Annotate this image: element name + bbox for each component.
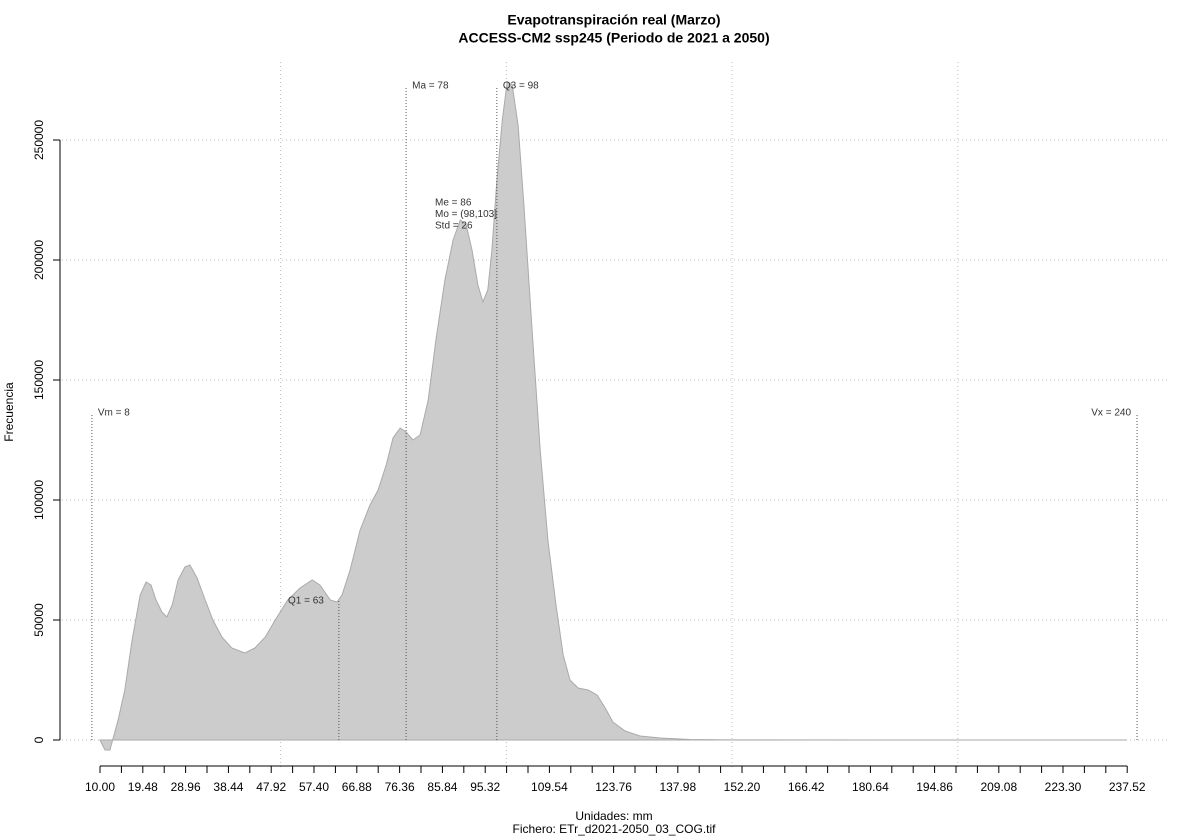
x-tick-label: 223.30 — [1045, 780, 1082, 794]
y-tick-label: 0 — [32, 736, 46, 743]
stat-label: Std = 26 — [435, 221, 473, 232]
chart-title: Evapotranspiración real (Marzo) — [507, 12, 720, 28]
x-tick-label: 47.92 — [256, 780, 286, 794]
x-tick-label: 95.32 — [470, 780, 500, 794]
x-tick-label: 166.42 — [788, 780, 825, 794]
marker-label: Q1 = 63 — [288, 595, 324, 606]
x-tick-label: 180.64 — [852, 780, 889, 794]
footnote: Fichero: ETr_d2021-2050_03_COG.tif — [513, 822, 717, 836]
x-tick-label: 28.96 — [171, 780, 201, 794]
x-tick-label: 209.08 — [980, 780, 1017, 794]
x-tick-label: 85.84 — [427, 780, 457, 794]
x-tick-label: 152.20 — [724, 780, 761, 794]
stat-label: Mo = (98,103] — [435, 209, 497, 220]
y-tick-label: 150000 — [32, 360, 46, 400]
y-tick-label: 200000 — [32, 240, 46, 280]
y-tick-label: 100000 — [32, 480, 46, 520]
x-tick-label: 123.76 — [595, 780, 632, 794]
x-tick-label: 57.40 — [299, 780, 329, 794]
chart-subtitle: ACCESS-CM2 ssp245 (Periodo de 2021 a 205… — [458, 30, 769, 46]
density-area — [99, 81, 1128, 751]
x-axis-label: Unidades: mm — [575, 809, 652, 823]
x-tick-label: 76.36 — [385, 780, 415, 794]
marker-label: Vm = 8 — [98, 408, 130, 419]
x-tick-label: 10.00 — [85, 780, 115, 794]
x-tick-label: 66.88 — [342, 780, 372, 794]
y-tick-label: 50000 — [32, 603, 46, 637]
marker-label: Q3 = 98 — [503, 81, 539, 92]
x-tick-label: 137.98 — [659, 780, 696, 794]
y-axis-label: Frecuencia — [2, 382, 16, 442]
marker-label: Ma = 78 — [412, 81, 449, 92]
x-tick-label: 109.54 — [531, 780, 568, 794]
marker-label: Vx = 240 — [1091, 408, 1131, 419]
y-tick-label: 250000 — [32, 120, 46, 160]
x-tick-label: 194.86 — [916, 780, 953, 794]
stat-label: Me = 86 — [435, 198, 472, 209]
x-tick-label: 237.52 — [1109, 780, 1146, 794]
x-tick-label: 38.44 — [213, 780, 243, 794]
x-tick-label: 19.48 — [128, 780, 158, 794]
